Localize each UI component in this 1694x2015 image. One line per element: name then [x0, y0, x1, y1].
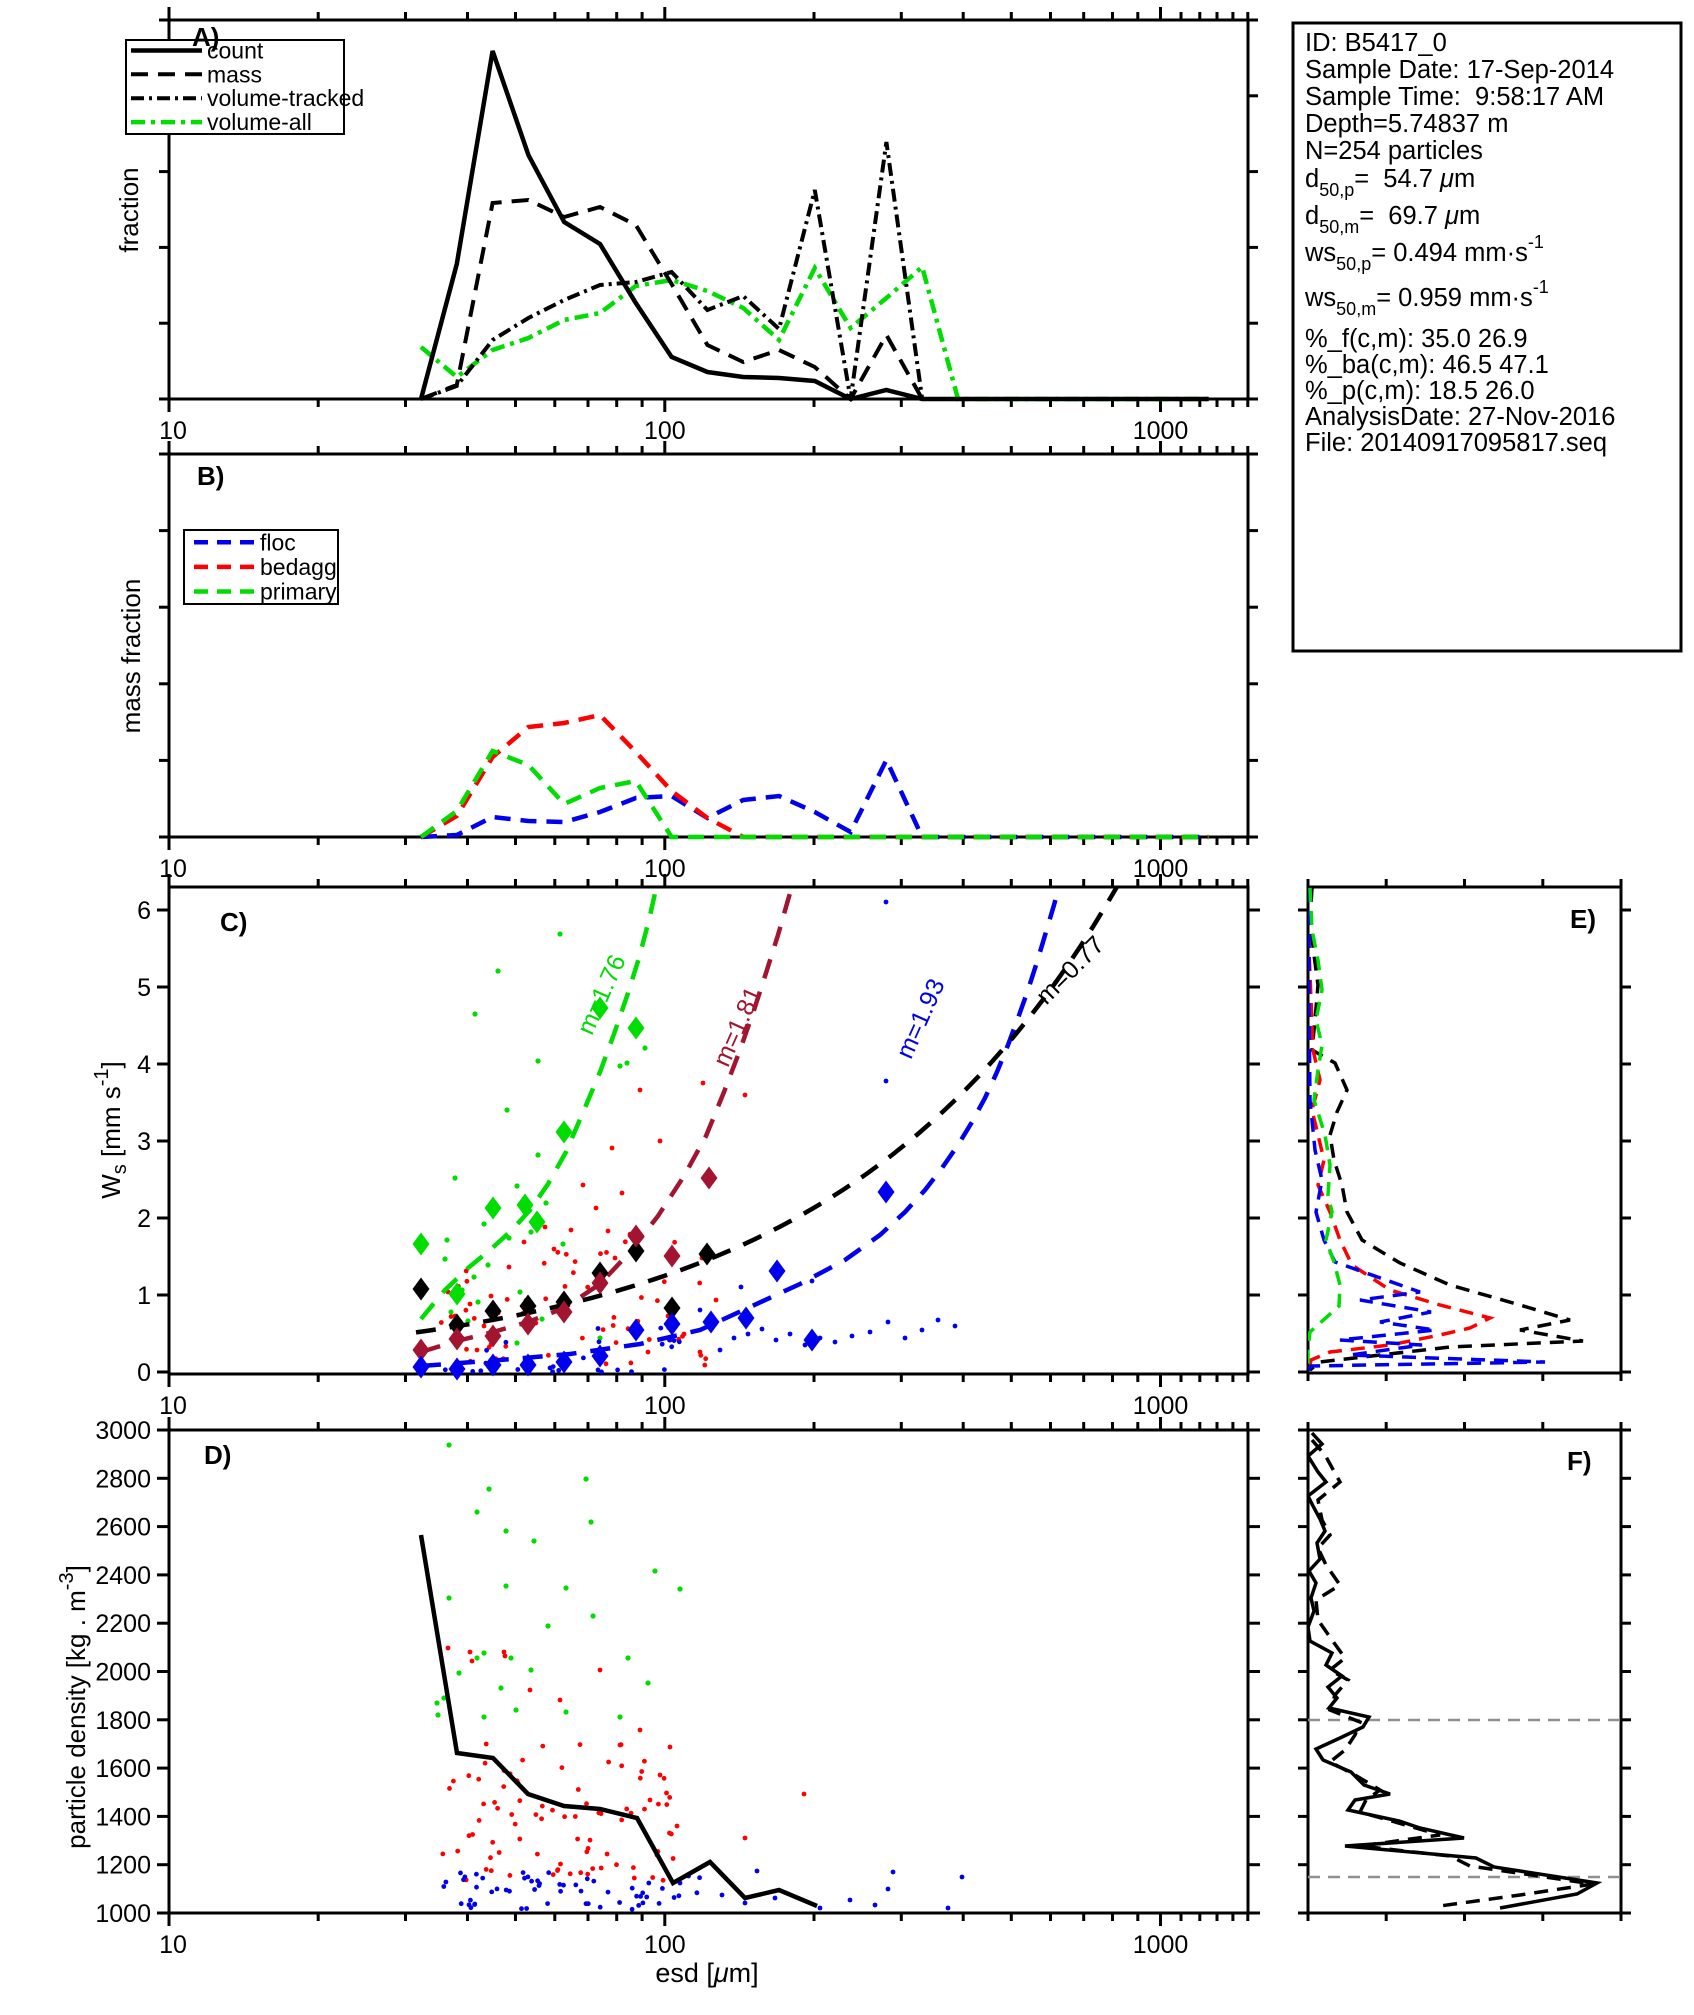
svg-text:10: 10 — [159, 855, 187, 883]
svg-text:3: 3 — [137, 1128, 151, 1156]
svg-text:1800: 1800 — [95, 1707, 151, 1735]
svg-text:100: 100 — [644, 855, 686, 883]
svg-text:D): D) — [204, 1440, 231, 1470]
svg-text:2: 2 — [137, 1205, 151, 1233]
svg-text:C): C) — [220, 907, 247, 937]
svg-text:AnalysisDate: 27-Nov-2016: AnalysisDate: 27-Nov-2016 — [1305, 403, 1615, 431]
svg-text:2000: 2000 — [95, 1659, 151, 1687]
svg-text:floc: floc — [260, 529, 296, 555]
svg-text:B): B) — [197, 461, 224, 491]
svg-text:Sample Time: 9:58:17 AM: Sample Time: 9:58:17 AM — [1305, 83, 1604, 111]
svg-text:primary: primary — [260, 579, 337, 605]
svg-text:bedagg: bedagg — [260, 554, 337, 580]
svg-text:%_ba(c,m): 46.5 47.1: %_ba(c,m): 46.5 47.1 — [1305, 351, 1549, 379]
svg-text:%_f(c,m): 35.0 26.9: %_f(c,m): 35.0 26.9 — [1305, 325, 1528, 353]
svg-text:4: 4 — [137, 1051, 151, 1079]
svg-text:1200: 1200 — [95, 1852, 151, 1880]
svg-text:ID: B5417_0: ID: B5417_0 — [1305, 29, 1447, 57]
svg-text:Ws [mm s-1]: Ws [mm s-1] — [91, 1061, 131, 1199]
svg-text:esd [μm]: esd [μm] — [655, 1958, 758, 1988]
svg-text:2400: 2400 — [95, 1562, 151, 1590]
svg-text:File: 20140917095817.seq: File: 20140917095817.seq — [1305, 429, 1607, 457]
svg-text:A): A) — [192, 22, 219, 52]
svg-text:volume-tracked: volume-tracked — [207, 85, 364, 111]
svg-text:F): F) — [1567, 1446, 1592, 1476]
svg-text:5: 5 — [137, 974, 151, 1002]
svg-text:mass: mass — [207, 61, 262, 87]
svg-text:2200: 2200 — [95, 1610, 151, 1638]
svg-text:Sample Date: 17-Sep-2014: Sample Date: 17-Sep-2014 — [1305, 56, 1614, 84]
svg-text:E): E) — [1570, 904, 1596, 934]
svg-text:1000: 1000 — [1133, 1931, 1189, 1959]
svg-text:100: 100 — [644, 1392, 686, 1420]
svg-text:fraction: fraction — [114, 167, 144, 252]
svg-text:1000: 1000 — [1133, 855, 1189, 883]
svg-text:3000: 3000 — [95, 1417, 151, 1445]
svg-text:0: 0 — [137, 1359, 151, 1387]
svg-text:10: 10 — [159, 1392, 187, 1420]
svg-text:1400: 1400 — [95, 1803, 151, 1831]
svg-text:1000: 1000 — [95, 1900, 151, 1928]
svg-text:1600: 1600 — [95, 1755, 151, 1783]
svg-text:mass fraction: mass fraction — [116, 579, 146, 734]
svg-text:%_p(c,m): 18.5 26.0: %_p(c,m): 18.5 26.0 — [1305, 377, 1535, 405]
svg-text:count: count — [207, 38, 264, 64]
svg-text:1000: 1000 — [1133, 1392, 1189, 1420]
svg-text:6: 6 — [137, 897, 151, 925]
svg-text:volume-all: volume-all — [207, 109, 312, 135]
svg-text:particle density [kg . m-3]: particle density [kg . m-3] — [56, 1565, 91, 1849]
svg-text:Depth=5.74837 m: Depth=5.74837 m — [1305, 110, 1508, 138]
svg-text:1: 1 — [137, 1282, 151, 1310]
svg-text:10: 10 — [159, 417, 187, 445]
svg-text:1000: 1000 — [1133, 417, 1189, 445]
svg-text:10: 10 — [159, 1931, 187, 1959]
svg-text:2600: 2600 — [95, 1514, 151, 1542]
svg-text:2800: 2800 — [95, 1465, 151, 1493]
svg-text:100: 100 — [644, 1931, 686, 1959]
svg-text:N=254 particles: N=254 particles — [1305, 137, 1483, 165]
svg-text:100: 100 — [644, 417, 686, 445]
